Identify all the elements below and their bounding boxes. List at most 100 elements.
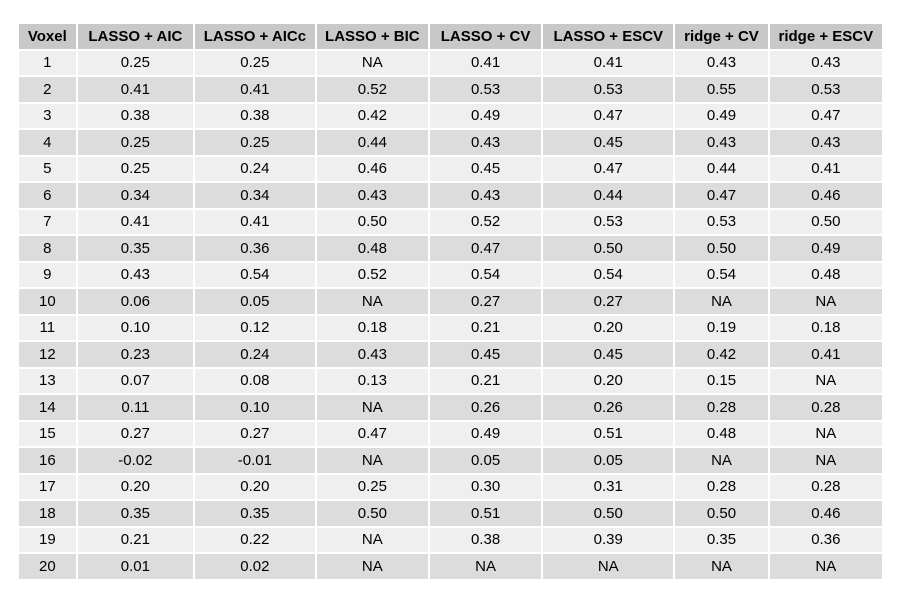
cell-lasso-escv: 0.50 xyxy=(543,501,674,526)
cell-lasso-aicc: 0.36 xyxy=(195,236,315,261)
cell-lasso-bic: 0.44 xyxy=(316,130,428,155)
table-row: 4 0.25 0.25 0.44 0.43 0.45 0.43 0.43 xyxy=(19,130,882,155)
cell-lasso-cv: NA xyxy=(429,554,542,579)
cell-voxel: 11 xyxy=(19,315,76,340)
cell-lasso-cv: 0.21 xyxy=(429,315,542,340)
cell-lasso-aicc: 0.12 xyxy=(195,315,315,340)
cell-ridge-cv: 0.49 xyxy=(675,103,768,128)
cell-lasso-aicc: 0.24 xyxy=(195,342,315,367)
cell-lasso-bic: 0.52 xyxy=(316,77,428,102)
cell-lasso-bic: 0.50 xyxy=(316,501,428,526)
cell-voxel: 4 xyxy=(19,130,76,155)
cell-ridge-escv: NA xyxy=(769,289,882,314)
cell-lasso-aic: 0.11 xyxy=(77,395,194,420)
cell-voxel: 17 xyxy=(19,474,76,499)
header-row: Voxel LASSO + AIC LASSO + AICc LASSO + B… xyxy=(19,24,882,49)
header-voxel: Voxel xyxy=(19,24,76,49)
cell-lasso-bic: NA xyxy=(316,527,428,552)
table-body: 1 0.25 0.25 NA 0.41 0.41 0.43 0.43 2 0.41 0.41 0.52… xyxy=(19,50,882,579)
cell-lasso-bic: NA xyxy=(316,289,428,314)
cell-lasso-aic: 0.10 xyxy=(77,315,194,340)
cell-ridge-escv: 0.36 xyxy=(769,527,882,552)
cell-lasso-bic: 0.52 xyxy=(316,262,428,287)
cell-lasso-aicc: 0.10 xyxy=(195,395,315,420)
cell-lasso-aic: 0.23 xyxy=(77,342,194,367)
cell-lasso-cv: 0.43 xyxy=(429,183,542,208)
cell-lasso-aicc: 0.25 xyxy=(195,130,315,155)
results-table: Voxel LASSO + AIC LASSO + AICc LASSO + B… xyxy=(17,22,884,581)
table-row: 15 0.27 0.27 0.47 0.49 0.51 0.48 NA xyxy=(19,421,882,446)
table-row: 10 0.06 0.05 NA 0.27 0.27 NA NA xyxy=(19,289,882,314)
cell-lasso-bic: 0.48 xyxy=(316,236,428,261)
cell-lasso-aicc: 0.08 xyxy=(195,368,315,393)
cell-ridge-escv: 0.48 xyxy=(769,262,882,287)
cell-lasso-bic: NA xyxy=(316,395,428,420)
cell-ridge-escv: NA xyxy=(769,421,882,446)
cell-ridge-cv: 0.42 xyxy=(675,342,768,367)
header-lasso-escv: LASSO + ESCV xyxy=(543,24,674,49)
cell-lasso-aicc: 0.41 xyxy=(195,77,315,102)
cell-ridge-cv: 0.48 xyxy=(675,421,768,446)
table-row: 13 0.07 0.08 0.13 0.21 0.20 0.15 NA xyxy=(19,368,882,393)
cell-lasso-aicc: 0.02 xyxy=(195,554,315,579)
cell-lasso-aicc: 0.24 xyxy=(195,156,315,181)
cell-lasso-aicc: 0.25 xyxy=(195,50,315,75)
cell-lasso-bic: 0.25 xyxy=(316,474,428,499)
table-row: 7 0.41 0.41 0.50 0.52 0.53 0.53 0.50 xyxy=(19,209,882,234)
cell-voxel: 13 xyxy=(19,368,76,393)
cell-lasso-bic: 0.50 xyxy=(316,209,428,234)
table-row: 18 0.35 0.35 0.50 0.51 0.50 0.50 0.46 xyxy=(19,501,882,526)
cell-lasso-aic: 0.35 xyxy=(77,501,194,526)
table-row: 1 0.25 0.25 NA 0.41 0.41 0.43 0.43 xyxy=(19,50,882,75)
cell-voxel: 15 xyxy=(19,421,76,446)
cell-ridge-escv: 0.47 xyxy=(769,103,882,128)
cell-lasso-aic: 0.41 xyxy=(77,209,194,234)
cell-voxel: 12 xyxy=(19,342,76,367)
cell-lasso-aic: 0.25 xyxy=(77,50,194,75)
cell-ridge-cv: 0.43 xyxy=(675,130,768,155)
table-row: 16 -0.02 -0.01 NA 0.05 0.05 NA NA xyxy=(19,448,882,473)
cell-lasso-cv: 0.54 xyxy=(429,262,542,287)
cell-lasso-cv: 0.52 xyxy=(429,209,542,234)
cell-lasso-escv: 0.31 xyxy=(543,474,674,499)
cell-lasso-escv: 0.26 xyxy=(543,395,674,420)
cell-voxel: 19 xyxy=(19,527,76,552)
table-row: 6 0.34 0.34 0.43 0.43 0.44 0.47 0.46 xyxy=(19,183,882,208)
table-row: 17 0.20 0.20 0.25 0.30 0.31 0.28 0.28 xyxy=(19,474,882,499)
cell-lasso-aic: 0.35 xyxy=(77,236,194,261)
cell-lasso-aic: 0.07 xyxy=(77,368,194,393)
header-ridge-cv: ridge + CV xyxy=(675,24,768,49)
cell-lasso-escv: 0.50 xyxy=(543,236,674,261)
cell-ridge-cv: NA xyxy=(675,554,768,579)
cell-ridge-escv: 0.46 xyxy=(769,183,882,208)
cell-ridge-cv: 0.47 xyxy=(675,183,768,208)
cell-ridge-cv: 0.55 xyxy=(675,77,768,102)
cell-lasso-bic: 0.43 xyxy=(316,342,428,367)
cell-lasso-bic: NA xyxy=(316,50,428,75)
cell-lasso-aicc: 0.05 xyxy=(195,289,315,314)
cell-lasso-escv: 0.51 xyxy=(543,421,674,446)
cell-ridge-cv: 0.19 xyxy=(675,315,768,340)
table-row: 14 0.11 0.10 NA 0.26 0.26 0.28 0.28 xyxy=(19,395,882,420)
cell-lasso-escv: 0.05 xyxy=(543,448,674,473)
cell-lasso-cv: 0.45 xyxy=(429,156,542,181)
cell-ridge-cv: 0.43 xyxy=(675,50,768,75)
cell-lasso-cv: 0.05 xyxy=(429,448,542,473)
header-lasso-bic: LASSO + BIC xyxy=(316,24,428,49)
cell-lasso-cv: 0.27 xyxy=(429,289,542,314)
cell-ridge-escv: 0.50 xyxy=(769,209,882,234)
table-row: 20 0.01 0.02 NA NA NA NA NA xyxy=(19,554,882,579)
cell-lasso-cv: 0.30 xyxy=(429,474,542,499)
cell-lasso-aicc: 0.38 xyxy=(195,103,315,128)
cell-ridge-escv: 0.41 xyxy=(769,342,882,367)
cell-lasso-escv: 0.47 xyxy=(543,156,674,181)
cell-lasso-bic: 0.42 xyxy=(316,103,428,128)
cell-lasso-bic: 0.43 xyxy=(316,183,428,208)
cell-ridge-escv: 0.28 xyxy=(769,395,882,420)
cell-voxel: 16 xyxy=(19,448,76,473)
cell-lasso-cv: 0.26 xyxy=(429,395,542,420)
cell-lasso-aic: 0.27 xyxy=(77,421,194,446)
cell-lasso-aic: 0.06 xyxy=(77,289,194,314)
cell-lasso-aicc: -0.01 xyxy=(195,448,315,473)
cell-lasso-cv: 0.43 xyxy=(429,130,542,155)
